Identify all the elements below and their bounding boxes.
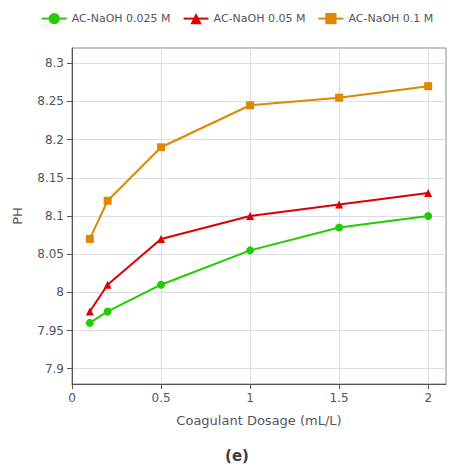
svg-text:Coagulant Dosage (mL/L): Coagulant Dosage (mL/L) <box>176 413 341 428</box>
svg-text:8.2: 8.2 <box>45 133 64 147</box>
svg-text:7.9: 7.9 <box>45 362 64 376</box>
svg-text:AC-NaOH 0.025 M: AC-NaOH 0.025 M <box>72 12 171 25</box>
svg-text:8.3: 8.3 <box>45 56 64 70</box>
svg-text:1.5: 1.5 <box>330 391 349 405</box>
svg-text:1: 1 <box>246 391 254 405</box>
svg-text:8.15: 8.15 <box>37 171 64 185</box>
svg-text:2: 2 <box>424 391 432 405</box>
svg-text:0: 0 <box>68 391 76 405</box>
svg-text:8.05: 8.05 <box>37 247 64 261</box>
svg-text:8.1: 8.1 <box>45 209 64 223</box>
svg-text:7.95: 7.95 <box>37 324 64 338</box>
svg-text:8.25: 8.25 <box>37 94 64 108</box>
svg-text:PH: PH <box>10 207 25 225</box>
svg-text:0.5: 0.5 <box>152 391 171 405</box>
svg-text:AC-NaOH 0.1 M: AC-NaOH 0.1 M <box>348 12 433 25</box>
svg-text:8: 8 <box>56 285 64 299</box>
svg-text:AC-NaOH 0.05 M: AC-NaOH 0.05 M <box>214 12 306 25</box>
svg-text:(e): (e) <box>225 447 249 465</box>
